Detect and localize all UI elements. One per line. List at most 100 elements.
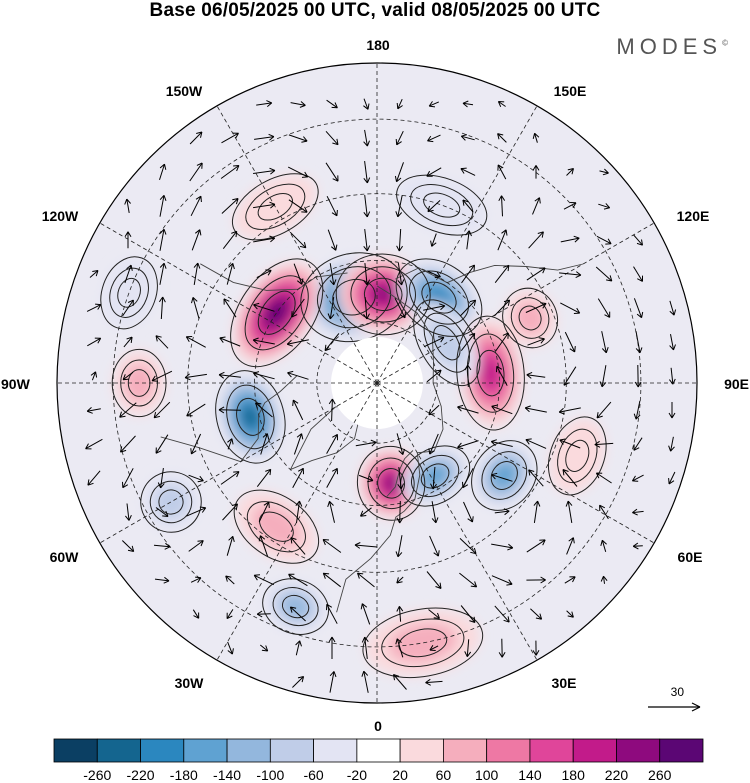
wind-vector [566,537,575,555]
colorbar-label: 60 [436,767,452,783]
wind-vector [289,606,306,622]
wind-vector [327,297,335,320]
wind-vector [559,438,581,449]
wind-vector [532,165,540,179]
wind-vector [600,575,608,584]
wind-vector [293,433,304,455]
colorbar-swatch [53,738,98,763]
wind-vector [426,167,442,177]
wind-vector [428,101,440,108]
wind-vector [668,436,675,452]
wind-vector [218,371,241,379]
wind-vector [186,506,207,517]
map-disc [57,63,697,703]
wind-vector [633,266,643,282]
wind-vector [123,336,133,348]
wind-vector [221,198,239,214]
wind-vector [491,404,513,415]
wind-vector [633,437,643,451]
wind-vector [121,540,135,552]
wind-vector [428,404,440,416]
wind-vector [188,474,204,483]
wind-vector [429,644,439,651]
colorbar-label: -140 [213,767,241,783]
wind-vector [494,264,510,284]
wind-vector [497,101,506,107]
wind-vector [253,201,276,209]
wind-vector [222,503,238,521]
wind-vector [361,636,369,659]
wind-reference-value: 30 [670,685,684,699]
colorbar-swatch [96,738,141,763]
wind-vector [669,300,677,316]
wind-vector [632,508,644,516]
colorbar-swatch [183,738,228,763]
wind-vector [326,99,338,109]
wind-vector [189,131,203,145]
wind-vector [253,302,275,312]
wind-vector [631,474,644,482]
wind-vector [459,572,478,588]
wind-vector [226,609,234,620]
wind-vector [258,535,269,557]
wind-vector [358,474,374,483]
wind-vector [669,334,676,351]
wind-vector [260,433,270,455]
wind-vector [496,365,508,386]
wind-vector [599,365,607,388]
wind-vector [600,539,607,552]
wind-vector [598,203,611,210]
wind-vector [428,433,439,455]
lon-label-90w: 90W [1,376,31,392]
wind-vector [669,367,676,385]
wind-vector [460,167,476,176]
wind-vector [490,439,513,447]
wind-vector [288,199,308,213]
wind-vector [428,609,440,619]
wind-vector [159,194,167,217]
wind-vector [532,197,541,215]
colorbar-swatch [529,738,574,763]
wind-vector [601,331,609,354]
wind-vectors [85,98,677,693]
colorbar-swatch [659,738,704,763]
wind-vector [363,129,370,147]
wind-vector [255,402,273,418]
wind-vector [253,235,276,243]
colorbar-label: 100 [475,767,499,783]
wind-vector [498,195,506,217]
wind-vector [184,373,207,381]
wind-vector [355,439,377,447]
wind-vector [122,371,134,381]
wind-vector [563,366,577,386]
anomaly-centre [338,255,428,333]
wind-vector [253,574,275,586]
wind-vector [635,331,643,354]
wind-vector [431,501,439,524]
wind-vector [363,263,371,286]
wind-vector [394,297,406,319]
wind-vector [464,639,472,657]
wind-vector [153,542,171,550]
lon-label-60e: 60E [678,549,703,565]
wind-vector [560,235,580,243]
lon-label-30w: 30W [175,675,205,691]
colorbar-swatch [226,738,271,763]
wind-vector [494,508,510,516]
wind-vector [222,230,238,250]
wind-vector [564,331,576,353]
wind-vector [253,167,276,175]
wind-vector [461,264,475,284]
wind-vector [596,401,612,419]
wind-vector [159,163,167,181]
wind-vector [668,471,676,485]
wind-vector [457,440,479,450]
wind-vector [290,101,306,108]
wind-vector [259,644,269,652]
brand-name: MODES [616,34,723,59]
wind-vector [325,162,339,182]
wind-vector [354,542,378,549]
wind-vector [459,538,477,555]
colorbar-swatch [140,738,185,763]
